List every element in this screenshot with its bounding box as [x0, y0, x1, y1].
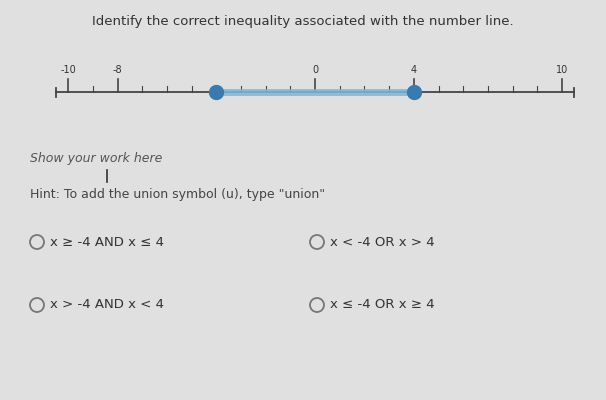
Text: -8: -8 — [113, 65, 122, 75]
Text: Identify the correct inequality associated with the number line.: Identify the correct inequality associat… — [92, 15, 514, 28]
Text: 0: 0 — [312, 65, 318, 75]
Text: Hint: To add the union symbol (u), type "union": Hint: To add the union symbol (u), type … — [30, 188, 325, 201]
Text: 4: 4 — [411, 65, 417, 75]
Text: Show your work here: Show your work here — [30, 152, 162, 165]
Text: x ≤ -4 OR x ≥ 4: x ≤ -4 OR x ≥ 4 — [330, 298, 435, 312]
Text: 10: 10 — [556, 65, 568, 75]
Text: x > -4 AND x < 4: x > -4 AND x < 4 — [50, 298, 164, 312]
Text: x < -4 OR x > 4: x < -4 OR x > 4 — [330, 236, 435, 248]
Text: x ≥ -4 AND x ≤ 4: x ≥ -4 AND x ≤ 4 — [50, 236, 164, 248]
Text: -10: -10 — [61, 65, 76, 75]
